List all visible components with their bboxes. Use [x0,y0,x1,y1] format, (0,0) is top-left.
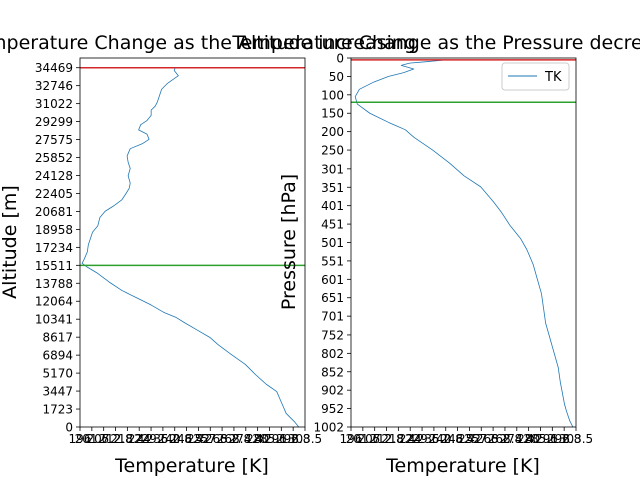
altitude-x-tick-label: 207.2 [87,432,121,446]
right-y-axis-label: Pressure [hPa] [278,174,300,310]
pressure-y-tick-label: 150 [321,107,344,121]
altitude-x-tick-label: 212.8 [98,432,132,446]
pressure-y-tick-label: 200 [321,125,344,139]
altitude-y-tick-label: 10341 [35,313,73,327]
pressure-x-tick-label: 224 [399,432,422,446]
altitude-x-tick-label: 296.8 [276,432,310,446]
altitude-y-tick-label: 29299 [35,115,73,129]
pressure-x-tick-label: 252 [458,432,481,446]
altitude-y-tick-label: 17234 [35,241,73,255]
altitude-x-tick-label: 196 [69,432,92,446]
pressure-x-tick-label: 235.2 [417,432,451,446]
altitude-x-tick-label: 257.6 [193,432,227,446]
altitude-x-tick-label: 218.4 [110,432,144,446]
altitude-y-tick-label: 20681 [35,205,73,219]
pressure-x-tick-label: 218.4 [381,432,415,446]
altitude-x-tick-label: 246.4 [169,432,203,446]
pressure-y-tick-label: 1002 [313,421,344,435]
left-x-axis-label: Temperature [K] [114,455,269,477]
altitude-y-tick-label: 34469 [35,61,73,75]
pressure-y-tick-label: 351 [321,181,344,195]
pressure-y-tick-label: 601 [321,273,344,287]
altitude-x-tick-label: 229.6 [134,432,168,446]
pressure-y-tick-label: 752 [321,328,344,342]
altitude-x-tick-label: 224 [128,432,151,446]
altitude-y-tick-label: 8617 [42,331,73,345]
altitude-y-tick-label: 18958 [35,223,73,237]
pressure-y-tick-label: 401 [321,199,344,213]
pressure-temperature-series-line [354,59,574,428]
altitude-y-tick-label: 25852 [35,151,73,165]
pressure-y-tick-label: 100 [321,88,344,102]
altitude-x-tick-label: 274.4 [229,432,263,446]
pressure-y-tick-label: 50 [329,70,344,84]
altitude-temperature-series-line [81,67,300,428]
altitude-y-tick-label: 3447 [42,385,73,399]
altitude-x-tick-label: 280 [246,432,269,446]
pressure-axes-frame [350,57,577,428]
pressure-x-tick-label: 296.8 [547,432,581,446]
pressure-y-tick-label: 250 [321,144,344,158]
pressure-y-tick-label: 952 [321,402,344,416]
altitude-x-tick-label: 240.8 [158,432,192,446]
pressure-x-tick-label: 246.4 [440,432,474,446]
pressure-y-tick-label: 701 [321,310,344,324]
altitude-y-tick-label: 0 [65,421,73,435]
altitude-axes-frame [79,57,306,428]
altitude-x-tick-label: 268.8 [217,432,251,446]
altitude-panel: 196201.6207.2212.8218.4224229.6235.2240.… [35,57,322,446]
pressure-y-tick-label: 0 [336,52,344,66]
altitude-x-tick-label: 263.2 [205,432,239,446]
altitude-y-tick-label: 13788 [35,277,73,291]
altitude-y-tick-label: 6894 [42,349,73,363]
pressure-x-tick-label: 257.6 [464,432,498,446]
pressure-x-tick-label: 285.6 [523,432,557,446]
right-chart-title: Temperature Change as the Pressure decre… [231,32,640,54]
left-y-axis-label: Altitude [m] [0,185,21,299]
pressure-x-tick-label: 280 [517,432,540,446]
altitude-x-tick-label: 235.2 [146,432,180,446]
altitude-y-tick-label: 12064 [35,295,73,309]
altitude-y-tick-label: 27575 [35,133,73,147]
altitude-x-tick-label: 291.2 [264,432,298,446]
altitude-x-tick-label: 285.6 [252,432,286,446]
pressure-y-tick-label: 902 [321,384,344,398]
pressure-y-tick-label: 301 [321,162,344,176]
right-x-axis-label: Temperature [K] [385,455,540,477]
pressure-y-tick-label: 802 [321,347,344,361]
altitude-y-tick-label: 24128 [35,169,73,183]
altitude-y-tick-label: 31022 [35,97,73,111]
altitude-y-tick-label: 22405 [35,187,73,201]
pressure-x-tick-label: 268.8 [488,432,522,446]
pressure-panel: 196201.6207.2212.8218.4224229.6235.2240.… [313,52,593,447]
pressure-x-tick-label: 240.8 [429,432,463,446]
altitude-x-tick-label: 201.6 [75,432,109,446]
legend-label: TK [544,70,562,85]
pressure-x-tick-label: 201.6 [346,432,380,446]
pressure-x-tick-label: 303.5 [559,432,593,446]
altitude-y-tick-label: 1723 [42,403,73,417]
pressure-x-tick-label: 274.4 [500,432,534,446]
pressure-y-tick-label: 501 [321,236,344,250]
altitude-x-tick-label: 303.5 [288,432,322,446]
pressure-x-tick-label: 196 [340,432,363,446]
pressure-y-tick-label: 451 [321,218,344,232]
altitude-x-tick-label: 252 [187,432,210,446]
pressure-x-tick-label: 212.8 [369,432,403,446]
pressure-x-tick-label: 229.6 [405,432,439,446]
pressure-y-tick-label: 551 [321,254,344,268]
left-chart-title: Temperature Change as the Altitude incre… [0,32,416,54]
altitude-y-tick-label: 32746 [35,79,73,93]
altitude-y-tick-label: 5170 [42,367,73,381]
altitude-y-tick-label: 15511 [35,259,73,273]
pressure-y-tick-label: 651 [321,291,344,305]
pressure-x-tick-label: 207.2 [358,432,392,446]
pressure-x-tick-label: 291.2 [535,432,569,446]
legend: TK [501,62,570,91]
pressure-y-tick-label: 852 [321,365,344,379]
pressure-x-tick-label: 263.2 [476,432,510,446]
